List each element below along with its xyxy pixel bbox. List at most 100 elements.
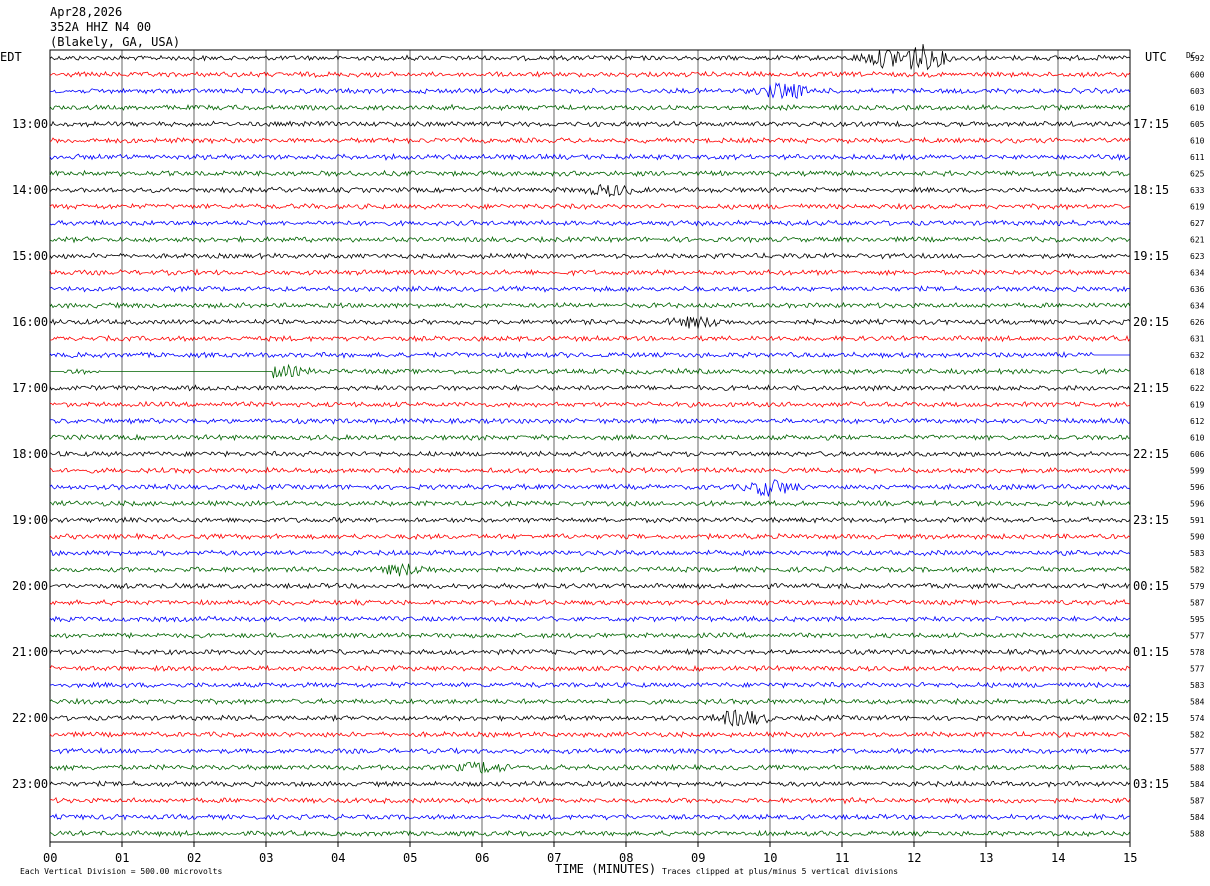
x-tick-label: 06 bbox=[475, 851, 489, 865]
trace-line bbox=[49, 532, 1131, 541]
dc-offset-label: 591 bbox=[1190, 516, 1205, 525]
trace-line bbox=[49, 761, 1131, 775]
dc-offset-label: 610 bbox=[1190, 137, 1205, 146]
trace-line bbox=[49, 169, 1131, 178]
x-tick-label: 03 bbox=[259, 851, 273, 865]
dc-offset-label: 584 bbox=[1190, 813, 1205, 822]
trace-line bbox=[49, 70, 1131, 78]
right-hour-label: 23:15 bbox=[1133, 513, 1169, 527]
x-tick-label: 15 bbox=[1123, 851, 1137, 865]
trace-line bbox=[49, 301, 1131, 310]
trace-line bbox=[49, 549, 1131, 557]
trace-line bbox=[49, 82, 1131, 100]
right-hour-label: 17:15 bbox=[1133, 117, 1169, 131]
seismic-traces bbox=[49, 44, 1131, 838]
trace-line bbox=[49, 516, 1131, 524]
dc-offset-label: 595 bbox=[1190, 615, 1205, 624]
dc-offset-label: 582 bbox=[1190, 731, 1205, 740]
dc-offset-label: 634 bbox=[1190, 302, 1205, 311]
trace-line bbox=[49, 153, 1131, 162]
right-timezone-label: UTC bbox=[1145, 50, 1167, 64]
right-hour-label: 03:15 bbox=[1133, 777, 1169, 791]
right-hour-label: 00:15 bbox=[1133, 579, 1169, 593]
trace-line bbox=[50, 334, 1131, 343]
trace-line bbox=[49, 479, 1131, 497]
trace-line bbox=[49, 202, 1131, 211]
x-tick-label: 11 bbox=[835, 851, 849, 865]
dc-offset-label: 618 bbox=[1190, 368, 1205, 377]
left-hour-label: 17:00 bbox=[12, 381, 48, 395]
dc-offset-label: 578 bbox=[1190, 648, 1205, 657]
dc-offset-label: 610 bbox=[1190, 434, 1205, 443]
dc-offset-label: 592 bbox=[1190, 54, 1205, 63]
dc-offset-label: 590 bbox=[1190, 533, 1205, 542]
trace-line bbox=[49, 664, 1131, 673]
clip-note: Traces clipped at plus/minus 5 vertical … bbox=[662, 867, 898, 876]
dc-offset-label: 579 bbox=[1190, 582, 1205, 591]
trace-line bbox=[49, 648, 1131, 656]
dc-offset-label: 584 bbox=[1190, 780, 1205, 789]
right-hour-labels: 17:15 18:15 19:15 20:15 21:15 22:15 23:15 00:15… bbox=[1133, 117, 1169, 791]
header-station: 352A HHZ N4 00 bbox=[50, 20, 151, 34]
dc-offset-label: 619 bbox=[1190, 401, 1205, 410]
trace-line bbox=[49, 450, 1131, 458]
dc-offset-label: 621 bbox=[1190, 236, 1205, 245]
left-timezone-label: EDT bbox=[0, 50, 22, 64]
x-tick-label: 00 bbox=[43, 851, 57, 865]
left-hour-label: 23:00 bbox=[12, 777, 48, 791]
left-hour-label: 14:00 bbox=[12, 183, 48, 197]
dc-offset-label: 587 bbox=[1190, 599, 1205, 608]
trace-line bbox=[49, 562, 1131, 577]
dc-offset-labels: 592 600 603 610 605 610 611 625 633 619 627 621 623 6… bbox=[1190, 54, 1205, 839]
dc-offset-label: 603 bbox=[1190, 87, 1205, 96]
dc-offset-label: 610 bbox=[1190, 104, 1205, 113]
trace-line bbox=[50, 363, 1131, 379]
left-hour-label: 22:00 bbox=[12, 711, 48, 725]
x-axis-title: TIME (MINUTES) bbox=[555, 862, 656, 876]
trace-line bbox=[49, 235, 1131, 244]
trace-line bbox=[49, 697, 1131, 706]
dc-offset-label: 612 bbox=[1190, 417, 1205, 426]
dc-offset-label: 584 bbox=[1190, 698, 1205, 707]
x-tick-label: 13 bbox=[979, 851, 993, 865]
scale-note: Each Vertical Division = 500.00 microvol… bbox=[20, 867, 222, 876]
right-hour-label: 21:15 bbox=[1133, 381, 1169, 395]
dc-offset-label: 634 bbox=[1190, 269, 1205, 278]
right-hour-label: 22:15 bbox=[1133, 447, 1169, 461]
dc-offset-label: 599 bbox=[1190, 467, 1205, 476]
trace-line bbox=[49, 384, 1131, 392]
dc-offset-label: 626 bbox=[1190, 318, 1205, 327]
trace-line bbox=[49, 499, 1131, 508]
dc-offset-label: 583 bbox=[1190, 549, 1205, 558]
trace-line bbox=[49, 780, 1131, 788]
x-tick-label: 07 bbox=[547, 851, 561, 865]
dc-offset-label: 622 bbox=[1190, 384, 1205, 393]
dc-offset-label: 611 bbox=[1190, 153, 1205, 162]
left-hour-labels: 13:00 14:00 15:00 16:00 17:00 18:00 19:00 20:00… bbox=[12, 117, 48, 791]
left-hour-label: 18:00 bbox=[12, 447, 48, 461]
trace-line bbox=[49, 252, 1131, 260]
trace-line bbox=[49, 183, 1131, 198]
left-hour-label: 19:00 bbox=[12, 513, 48, 527]
left-hour-label: 15:00 bbox=[12, 249, 48, 263]
x-tick-label: 10 bbox=[763, 851, 777, 865]
right-hour-label: 20:15 bbox=[1133, 315, 1169, 329]
left-hour-label: 13:00 bbox=[12, 117, 48, 131]
dc-offset-label: 606 bbox=[1190, 450, 1205, 459]
dc-offset-label: 582 bbox=[1190, 566, 1205, 575]
right-hour-label: 02:15 bbox=[1133, 711, 1169, 725]
dc-offset-label: 596 bbox=[1190, 483, 1205, 492]
trace-line bbox=[49, 813, 1131, 821]
trace-line bbox=[49, 350, 1130, 359]
right-hour-label: 19:15 bbox=[1133, 249, 1169, 263]
trace-line bbox=[49, 285, 1131, 293]
trace-line bbox=[49, 747, 1131, 755]
trace-line bbox=[49, 400, 1131, 409]
dc-offset-label: 583 bbox=[1190, 681, 1205, 690]
x-tick-label: 04 bbox=[331, 851, 345, 865]
minute-gridlines bbox=[121, 50, 1059, 842]
trace-line bbox=[49, 615, 1131, 623]
dc-offset-label: 632 bbox=[1190, 351, 1205, 360]
trace-line bbox=[49, 219, 1131, 227]
